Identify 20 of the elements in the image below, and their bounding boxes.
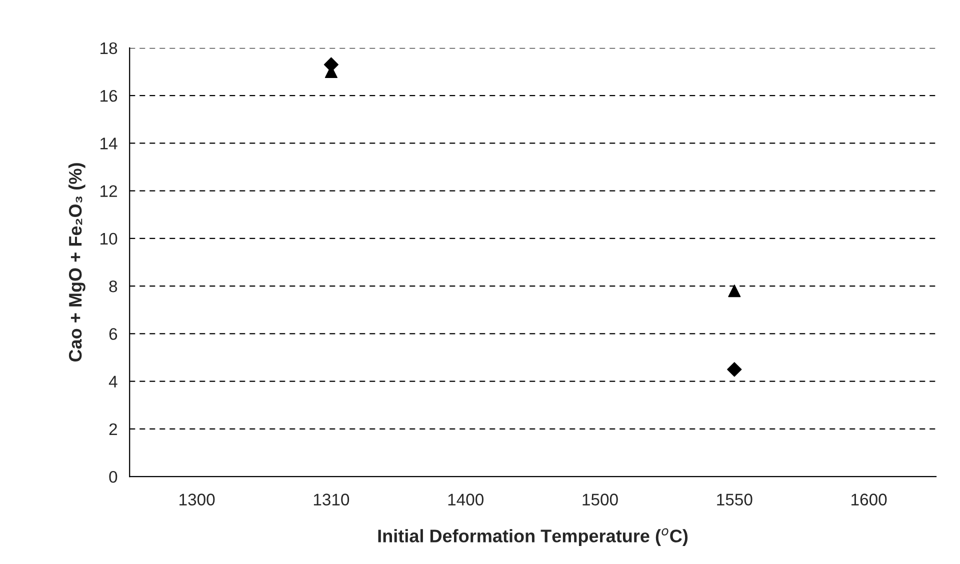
y-tick-label: 4 [108, 376, 118, 388]
y-tick-label: 16 [100, 90, 118, 102]
y-tick-label: 6 [109, 328, 118, 340]
y-tick-label: 10 [100, 232, 118, 245]
x-tick-label: 1550 [717, 494, 752, 506]
x-tick-label: 1600 [852, 494, 887, 506]
y-tick-label: 2 [109, 423, 117, 435]
point [727, 362, 742, 377]
x-tick-label: 1400 [448, 494, 484, 506]
x-tick-label: 1300 [180, 494, 215, 506]
point [728, 284, 741, 298]
y-tick-label: 14 [100, 138, 118, 150]
x-axis-title: Initial Deformation Temperature ($^{o}$C) [378, 528, 688, 546]
x-tick-label: 1500 [582, 494, 618, 506]
x-tick-label: 1310 [314, 494, 350, 506]
y-tick-label: 12 [100, 185, 117, 197]
y-tick-label: 8 [109, 280, 118, 292]
y-tick-label: 18 [100, 42, 118, 54]
y-axis-title: Cao + MgO + Fe₂O₃ (%) [68, 163, 86, 362]
y-tick-label: 0 [109, 470, 118, 483]
